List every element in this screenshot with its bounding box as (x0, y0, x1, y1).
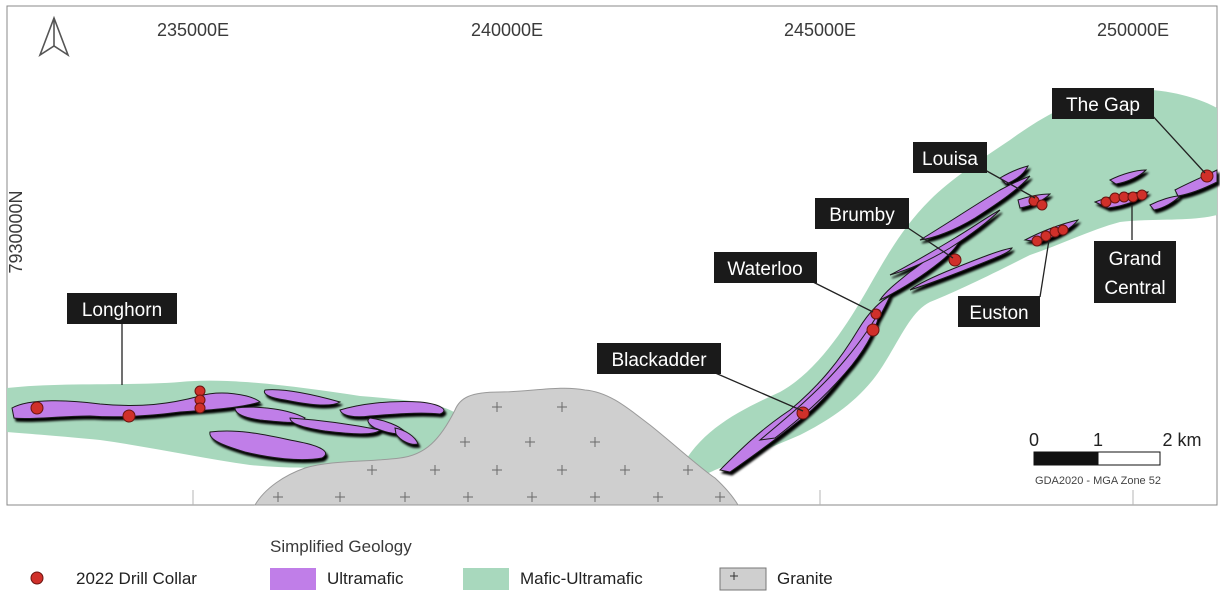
legend-swatch-granite (719, 567, 767, 591)
drill-collar-marker (1036, 199, 1048, 211)
easting-label: 240000E (471, 20, 543, 40)
prospect-labels: Longhorn Blackadder Waterloo Brumby Loui… (67, 88, 1176, 374)
scale-tick-label: 1 (1093, 430, 1103, 450)
legend-title: Simplified Geology (270, 537, 412, 556)
drill-collar-marker (1200, 169, 1214, 183)
drill-collars (30, 169, 1214, 423)
drill-collar-marker (1136, 189, 1148, 201)
drill-collar-marker (30, 401, 44, 415)
drill-collar-marker (1057, 224, 1069, 236)
prospect-label-brumby: Brumby (829, 205, 895, 226)
granite-unit (254, 387, 739, 506)
scale-tick-label: 0 (1029, 430, 1039, 450)
leader-lines (121, 112, 1206, 412)
drill-collar-marker (1040, 230, 1052, 242)
legend-label-granite: Granite (777, 569, 833, 588)
northing-label: 7930000N (6, 190, 26, 273)
prospect-label-central: Central (1104, 278, 1165, 299)
legend: Simplified Geology 2022 Drill Collar Ult… (30, 537, 833, 591)
prospect-label-blackadder: Blackadder (611, 350, 707, 371)
easting-label: 235000E (157, 20, 229, 40)
legend-label-ultramafic: Ultramafic (327, 569, 404, 588)
drill-collar-marker (870, 308, 882, 320)
projection-label: GDA2020 - MGA Zone 52 (1035, 475, 1161, 487)
prospect-label-euston: Euston (969, 303, 1028, 324)
drill-collar-marker (194, 402, 206, 414)
drill-collar-marker (1127, 191, 1139, 203)
legend-label-drill-collar: 2022 Drill Collar (76, 569, 197, 588)
prospect-label-grand: Grand (1109, 249, 1162, 270)
mafic-ultramafic-unit (7, 89, 1217, 476)
drill-collar-marker (1109, 192, 1121, 204)
legend-swatch-drill-collar (30, 571, 44, 585)
legend-label-mafic-ultramafic: Mafic-Ultramafic (520, 569, 643, 588)
legend-swatch-ultramafic (270, 568, 316, 590)
prospect-label-waterloo: Waterloo (727, 259, 802, 280)
prospect-label-longhorn: Longhorn (82, 300, 162, 321)
easting-labels: 235000E 240000E 245000E 250000E (157, 20, 1169, 40)
legend-swatch-mafic-ultramafic (463, 568, 509, 590)
scale-tick-label: 2 km (1162, 430, 1201, 450)
legend-granite-cross (730, 572, 738, 580)
easting-label: 245000E (784, 20, 856, 40)
prospect-label-the-gap: The Gap (1066, 95, 1140, 116)
drill-collar-marker (866, 323, 880, 337)
easting-label: 250000E (1097, 20, 1169, 40)
drill-collar-marker (1031, 235, 1043, 247)
scale-bar: 0 1 2 km GDA2020 - MGA Zone 52 (1029, 430, 1202, 487)
drill-collar-marker (122, 409, 136, 423)
prospect-label-louisa: Louisa (922, 149, 978, 170)
north-arrow-icon (38, 15, 70, 57)
granite-cross-pattern (273, 402, 725, 502)
drill-collar-marker (1100, 196, 1112, 208)
